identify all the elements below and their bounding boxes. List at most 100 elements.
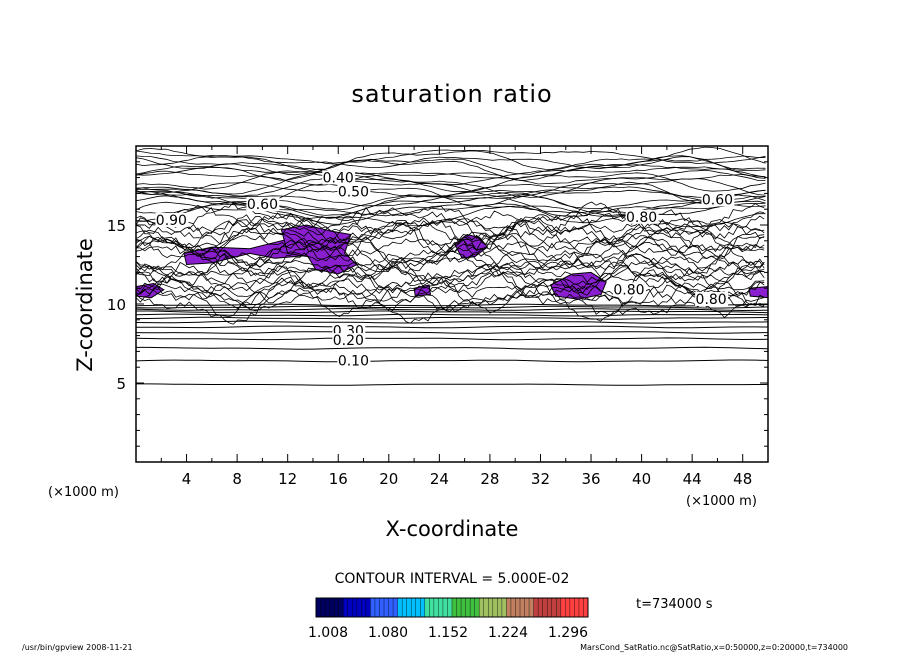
x-tick-label: 8: [232, 470, 242, 488]
contour-line-turbulent: [135, 204, 765, 237]
contour-line-turbulent: [135, 262, 765, 296]
contour-label-bg: [612, 282, 646, 297]
colorbar-cell: [384, 598, 389, 617]
contour-line-turbulent: [135, 217, 765, 247]
contour-line-lower: [136, 383, 769, 386]
contour-line-lower: [136, 310, 769, 314]
x-tick-label: 20: [379, 470, 398, 488]
colorbar-cell: [538, 598, 543, 617]
contour-label: 0.60: [702, 192, 733, 208]
colorbar-cell: [583, 598, 589, 617]
colorbar-cell: [316, 598, 321, 617]
contour-line-turbulent: [135, 201, 765, 232]
colorbar-cell: [542, 598, 548, 617]
x-axis-ticks: 4 8 12 16 20 24 28 32 36 40 44 48: [160, 146, 752, 488]
contour-line-turbulent: [135, 249, 765, 281]
colorbar-cell: [479, 598, 485, 617]
contour-line-lower: [135, 320, 769, 324]
contour-label: 0.50: [338, 185, 369, 201]
colorbar-cell: [551, 598, 557, 617]
colorbar-cell: [365, 598, 371, 617]
contour-label-bg: [337, 353, 371, 368]
contour-line-turbulent: [135, 212, 765, 241]
contour-label: 0.60: [247, 197, 278, 213]
contour-label-bg: [695, 292, 729, 306]
contour-line-turbulent: [135, 227, 765, 270]
x-tick-label: 4: [182, 470, 192, 488]
colorbar-cell: [388, 598, 394, 617]
plot-frame: [135, 145, 769, 463]
colorbar-cell: [565, 598, 571, 617]
contour-line-lower: [136, 346, 769, 350]
colorbar-cell: [515, 598, 521, 617]
colorbar-cell: [397, 598, 403, 617]
contour-line-lower: [135, 331, 769, 334]
footer-right: MarsCond_SatRatio.nc@SatRatio,x=0:50000,…: [580, 643, 848, 652]
contour-line-turbulent: [135, 214, 765, 258]
y-tick-label: 5: [116, 375, 126, 393]
colorbar-cell: [524, 598, 530, 617]
contour-line-lower: [135, 316, 769, 320]
contour-label-bg: [322, 170, 356, 185]
colorbar-cell: [556, 598, 562, 617]
contour-line-upper: [135, 171, 766, 198]
contour-interval-text: CONTOUR INTERVAL = 5.000E-02: [335, 571, 570, 587]
contour-line-upper: [135, 177, 766, 199]
colorbar-cell: [442, 598, 448, 617]
y-tick-label: 15: [107, 217, 126, 235]
contour-line-turbulent: [135, 233, 765, 257]
contour-line-upper: [135, 170, 766, 193]
y-tick-label: 10: [107, 296, 126, 314]
contour-label: 0.20: [333, 333, 364, 349]
contour-line-turbulent: [135, 284, 765, 325]
colorbar-cell: [465, 598, 471, 617]
colorbar-cell: [347, 598, 353, 617]
contour-line-upper: [135, 189, 766, 211]
colorbar-cell: [497, 598, 503, 617]
contour-label: 0.10: [338, 354, 369, 370]
x-unit-label: (×1000 m): [686, 494, 757, 509]
contour-line-turbulent: [135, 261, 765, 304]
colorbar-cell: [393, 598, 398, 617]
colorbar-cell: [447, 598, 453, 617]
colorbar-cell: [352, 598, 358, 617]
contour-line-turbulent: [135, 282, 765, 313]
y-axis-label: Z-coordinate: [73, 238, 97, 372]
colorbar-cell: [569, 598, 575, 617]
contour-label-bg: [155, 213, 189, 227]
colorbar-cell: [356, 598, 362, 617]
colorbar-cell: [501, 598, 507, 617]
contour-line-turbulent: [135, 209, 765, 240]
x-tick-label: 32: [531, 470, 550, 488]
colorbar-tick-label: 1.224: [488, 625, 528, 641]
contour-line-upper: [135, 203, 766, 228]
colorbar-ticks: 1.008 1.080 1.152 1.224 1.296: [308, 625, 588, 641]
colorbar-cell: [361, 598, 367, 617]
colorbar-cell: [488, 598, 494, 617]
colorbar-cell: [411, 598, 417, 617]
contour-label-bg: [625, 209, 659, 224]
contour-line-turbulent: [135, 273, 765, 299]
colorbar-cell: [520, 598, 525, 617]
colorbar-tick-label: 1.296: [548, 625, 588, 641]
colorbar-cell: [424, 598, 430, 617]
z-unit-label: (×1000 m): [48, 485, 119, 500]
colorbar-cell: [320, 598, 326, 617]
colorbar-cell: [529, 598, 534, 617]
contour-label: 0.90: [156, 213, 187, 229]
colorbar-cell: [338, 598, 344, 617]
contour-line-upper: [135, 169, 766, 186]
y-axis-ticks: 5 10 15: [107, 161, 768, 447]
contour-line-turbulent: [135, 235, 765, 272]
contour-line-upper: [135, 146, 766, 171]
contour-line-upper: [135, 200, 766, 225]
x-tick-label: 44: [683, 470, 702, 488]
colorbar-cell: [438, 598, 444, 617]
colorbar-tick-label: 1.152: [428, 625, 468, 641]
contour-label: 0.40: [323, 170, 354, 186]
chart-title: saturation ratio: [351, 80, 552, 108]
colorbar-cell: [402, 598, 407, 617]
x-tick-label: 40: [632, 470, 651, 488]
contour-label-bg: [337, 184, 371, 199]
